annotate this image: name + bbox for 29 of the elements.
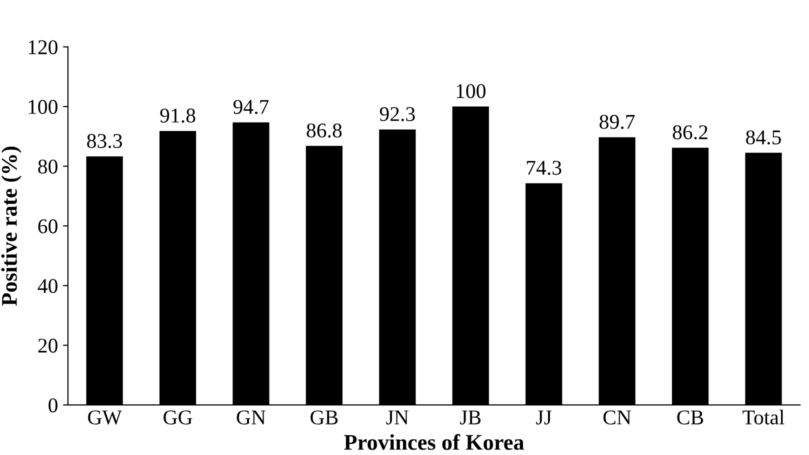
y-tick-label: 100 [28,100,58,114]
y-tick-label: 80 [38,160,58,174]
x-tick-label: Total [742,410,784,424]
x-tick-label: CB [677,410,704,424]
data-label: 92.3 [380,107,415,122]
x-tick-label: GN [236,410,266,424]
y-tick-label: 20 [38,338,58,353]
x-tick-label: CN [603,410,632,424]
x-tick-label: GB [310,410,338,424]
x-axis-title: Provinces of Korea [344,434,524,450]
y-tick-label: 0 [48,398,58,412]
data-label: 89.7 [600,114,635,129]
y-axis-title: Positive rate (%) [1,146,22,306]
data-label: 86.2 [672,125,708,140]
data-label: 100 [456,84,486,98]
y-tick-label: 120 [28,40,58,54]
y-tick-label: 40 [38,278,58,294]
x-tick-label: JN [386,410,409,424]
x-tick-label: JB [460,410,481,424]
x-tick-label: GG [164,410,192,424]
data-label: 86.8 [306,123,342,138]
x-tick-label: JJ [536,410,552,424]
x-tick-label: GW [88,410,122,425]
data-label: 94.7 [233,100,269,114]
data-label: 91.8 [160,108,196,123]
data-label: 84.5 [746,130,781,144]
data-label: 83.3 [87,134,122,148]
data-label: 74.3 [526,160,562,175]
y-tick-label: 60 [38,219,58,234]
